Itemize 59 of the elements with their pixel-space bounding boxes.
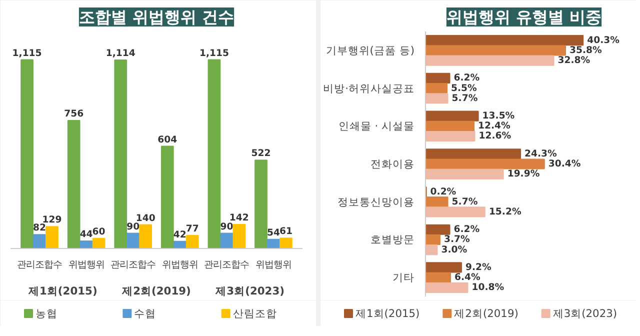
y-tick-label: 기부행위(금품 등) xyxy=(326,44,414,57)
data-label: 1,115 xyxy=(199,48,229,59)
data-label: 82 xyxy=(33,222,46,234)
data-label: 30.4% xyxy=(548,158,582,170)
y-tick-label: 인쇄물 · 시설물 xyxy=(338,120,415,133)
y-tick-label: 전화이용 xyxy=(370,158,414,170)
legend-label: 제2회(2019) xyxy=(454,307,518,320)
data-label: 13.5% xyxy=(482,110,516,122)
y-tick-label: 정보통신망이용 xyxy=(338,195,414,208)
data-label: 9.2% xyxy=(465,262,492,273)
data-label: 756 xyxy=(64,108,84,120)
data-label: 77 xyxy=(186,223,199,234)
data-label: 6.2% xyxy=(454,224,480,236)
data-label: 15.2% xyxy=(488,206,522,218)
data-label: 140 xyxy=(136,212,156,224)
data-label: 54 xyxy=(266,227,280,238)
x-tick-label: 관리조합수 xyxy=(110,260,156,270)
data-label: 40.3% xyxy=(587,34,620,46)
data-label: 32.8% xyxy=(558,55,591,66)
data-label: 12.4% xyxy=(478,120,512,132)
x-tick-label: 위법행위 xyxy=(255,260,292,270)
y-tick-label: 기타 xyxy=(392,271,414,284)
legend-label: 제1회(2015) xyxy=(356,307,420,320)
y-tick-label: 호별방문 xyxy=(370,233,414,246)
data-label: 19.9% xyxy=(507,168,540,180)
data-label: 5.7% xyxy=(452,92,478,104)
data-label: 3.0% xyxy=(441,244,468,256)
data-label: 522 xyxy=(251,148,271,160)
legend-label: 농협 xyxy=(36,307,58,320)
data-label: 5.7% xyxy=(452,196,478,208)
data-label: 3.7% xyxy=(444,234,470,246)
data-label: 142 xyxy=(229,212,249,224)
text: 제2회(2019) xyxy=(121,284,191,298)
data-label: 5.5% xyxy=(451,82,478,94)
data-label: 44 xyxy=(80,229,94,240)
data-label: 604 xyxy=(158,134,178,146)
data-label: 0.2% xyxy=(430,186,457,198)
data-label: 12.6% xyxy=(478,130,512,142)
data-label: 1,115 xyxy=(12,48,42,59)
chart-title: 위법행위 유형별 비중 xyxy=(446,8,602,26)
legend-label: 제3회(2023) xyxy=(552,307,618,320)
x-tick-label: 위법행위 xyxy=(162,260,198,270)
text: 제3회(2023) xyxy=(214,284,285,298)
data-label: 61 xyxy=(279,226,292,238)
chart-title: 조합별 위법행위 건수 xyxy=(78,8,234,26)
data-label: 24.3% xyxy=(524,148,558,160)
data-label: 60 xyxy=(92,226,106,238)
data-label: 6.4% xyxy=(454,272,482,284)
y-tick-label: 비방·허위사실공표 xyxy=(323,82,415,95)
data-label: 1,114 xyxy=(106,48,136,59)
x-tick-label: 관리조합수 xyxy=(17,260,62,270)
x-tick-label: 관리조합수 xyxy=(204,260,250,270)
data-label: 35.8% xyxy=(570,44,603,56)
legend-label: 수협 xyxy=(134,307,156,320)
data-label: 10.8% xyxy=(472,282,505,294)
data-label: 6.2% xyxy=(454,72,480,84)
text: 제1회(2015) xyxy=(28,284,98,298)
x-tick-label: 위법행위 xyxy=(68,260,104,270)
legend-label: 산림조합 xyxy=(232,307,277,320)
